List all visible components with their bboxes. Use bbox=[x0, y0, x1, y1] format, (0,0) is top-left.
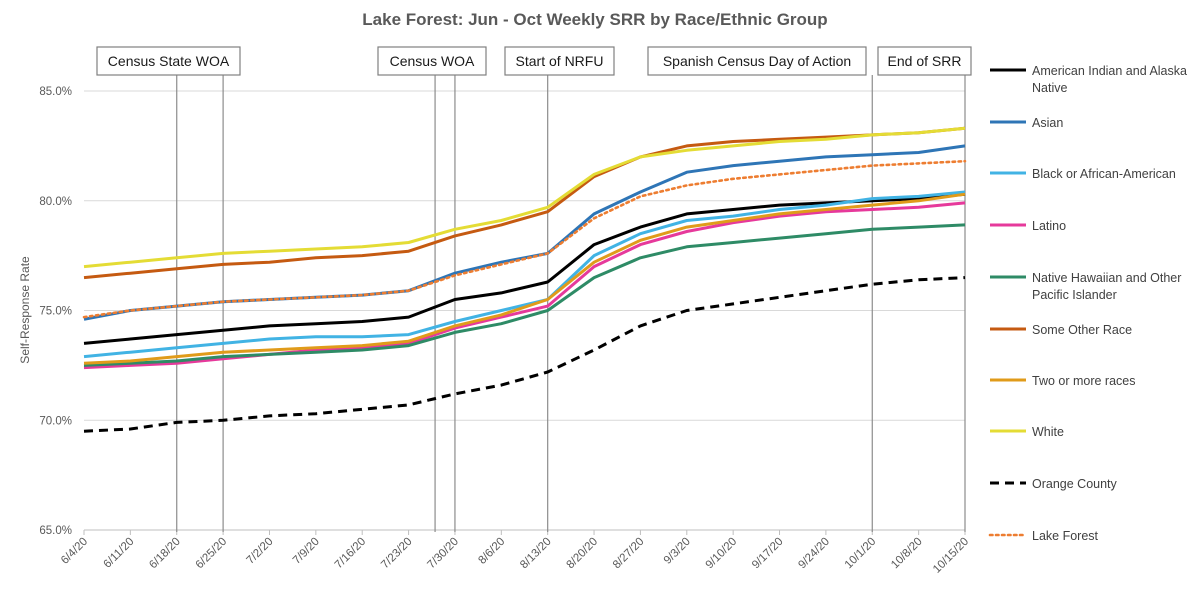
legend-label: Native Hawaiian and Other bbox=[1032, 271, 1181, 285]
series-line bbox=[82, 159, 967, 319]
x-tick-label: 8/20/20 bbox=[565, 536, 601, 572]
x-tick-label: 7/30/20 bbox=[425, 536, 461, 572]
annotation-box bbox=[504, 46, 615, 76]
x-tick-label: 7/16/20 bbox=[333, 536, 369, 572]
x-tick-label: 10/15/20 bbox=[931, 536, 971, 576]
legend-label: Two or more races bbox=[1032, 374, 1136, 388]
legend-label: American Indian and Alaska bbox=[1032, 64, 1187, 78]
x-tick-label: 10/8/20 bbox=[889, 536, 925, 572]
x-tick-label: 10/1/20 bbox=[843, 536, 879, 572]
x-tick-label: 7/9/20 bbox=[291, 536, 322, 567]
x-tick-label: 7/2/20 bbox=[244, 536, 275, 567]
legend-label: Pacific Islander bbox=[1032, 288, 1117, 302]
series-line bbox=[83, 223, 966, 367]
legend: American Indian and Alaska Native Asian Bla… bbox=[988, 64, 1187, 543]
x-tick-label: 9/17/20 bbox=[750, 536, 786, 572]
x-tick-label: 9/3/20 bbox=[662, 536, 693, 567]
legend-label: Asian bbox=[1032, 116, 1063, 130]
annotation-label: Spanish Census Day of Action bbox=[663, 53, 851, 69]
series-line bbox=[83, 126, 966, 269]
annotation-label: Census State WOA bbox=[108, 53, 230, 69]
series-line bbox=[83, 126, 966, 280]
series-line bbox=[83, 201, 966, 370]
x-tick-label: 9/24/20 bbox=[796, 536, 832, 572]
legend-label: White bbox=[1032, 425, 1064, 439]
x-tick-label: 6/4/20 bbox=[59, 536, 90, 567]
annotation-box bbox=[647, 46, 867, 76]
legend-label: Orange County bbox=[1032, 477, 1118, 491]
annotation-boxes: Census State WOA Census WOA Start of NRFU S… bbox=[96, 46, 972, 76]
y-tick-label: 65.0% bbox=[39, 525, 72, 537]
series-line bbox=[83, 276, 966, 433]
annotation-box bbox=[96, 46, 241, 76]
y-tick-label: 75.0% bbox=[39, 306, 72, 318]
x-tick-label: 8/13/20 bbox=[518, 536, 554, 572]
series-line bbox=[83, 192, 966, 345]
legend-label: Native bbox=[1032, 81, 1067, 95]
series-line bbox=[83, 192, 966, 365]
y-axis-label: Self-Response Rate bbox=[18, 256, 32, 364]
series-line bbox=[83, 190, 966, 359]
x-tick-label: 6/11/20 bbox=[101, 536, 136, 571]
annotation-label: Census WOA bbox=[390, 53, 475, 69]
legend-label: Latino bbox=[1032, 219, 1066, 233]
legend-label: Some Other Race bbox=[1032, 323, 1132, 337]
legend-label: Black or African-American bbox=[1032, 167, 1176, 181]
x-tick-label: 6/18/20 bbox=[147, 536, 183, 572]
x-tick-label: 8/6/20 bbox=[476, 536, 507, 567]
x-tick-labels: 6/4/20 6/11/20 6/18/20 6/25/20 7/2/20 7/9/20 7… bbox=[59, 536, 971, 576]
y-tick-label: 70.0% bbox=[39, 415, 72, 427]
annotation-label: Start of NRFU bbox=[516, 53, 604, 69]
annotation-label: End of SRR bbox=[888, 53, 962, 69]
axes bbox=[83, 529, 966, 535]
series-lines bbox=[82, 126, 967, 433]
x-tick-label: 6/25/20 bbox=[194, 536, 230, 572]
x-tick-label: 8/27/20 bbox=[611, 536, 647, 572]
annotation-box bbox=[877, 46, 972, 76]
y-tick-label: 85.0% bbox=[39, 86, 72, 98]
y-tick-label: 80.0% bbox=[39, 196, 72, 208]
chart-title: Lake Forest: Jun - Oct Weekly SRR by Rac… bbox=[362, 10, 827, 29]
x-tick-label: 7/23/20 bbox=[379, 536, 415, 572]
annotation-box bbox=[377, 46, 487, 76]
annotation-lines bbox=[176, 75, 966, 532]
legend-label: Lake Forest bbox=[1032, 529, 1099, 543]
y-tick-labels: 65.0% 70.0% 75.0% 80.0% 85.0% bbox=[39, 86, 72, 537]
x-tick-label: 9/10/20 bbox=[704, 536, 740, 572]
